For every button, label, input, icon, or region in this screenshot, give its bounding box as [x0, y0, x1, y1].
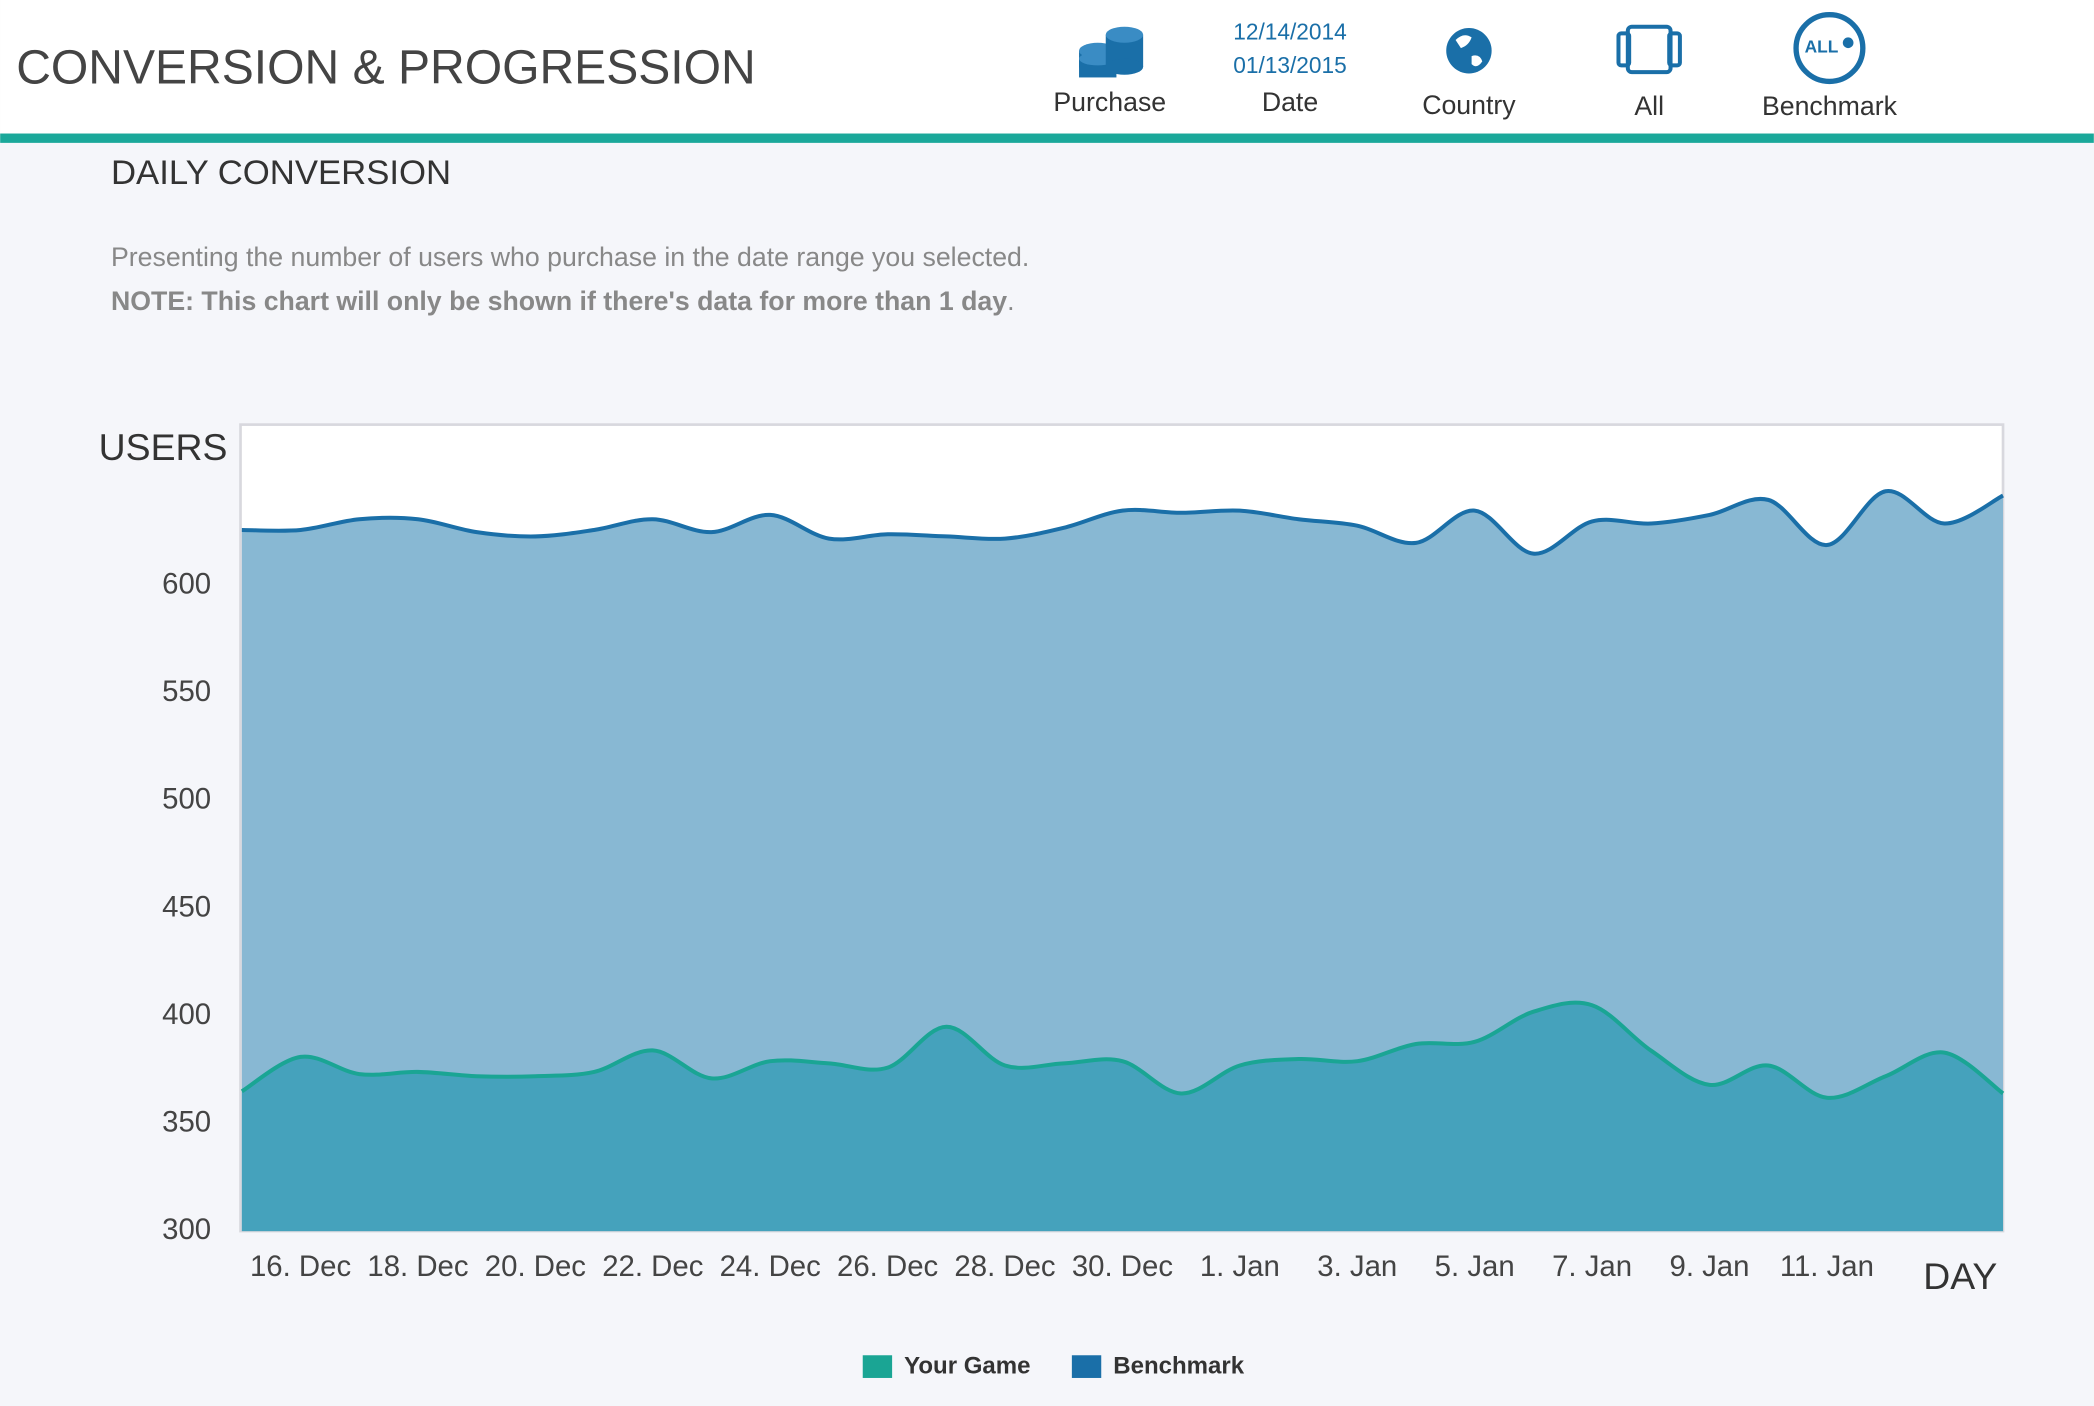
legend-label: Benchmark [1113, 1353, 1244, 1380]
benchmark-icon[interactable] [1793, 12, 1866, 85]
section-description: Presenting the number of users who purch… [111, 242, 1029, 272]
y-tick-label: 350 [162, 1105, 211, 1138]
legend-swatch [862, 1355, 893, 1378]
x-tick-label: 16. Dec [250, 1250, 351, 1283]
x-tick-label: 30. Dec [1072, 1250, 1173, 1283]
header-bar [0, 133, 2094, 143]
x-tick-label: 11. Jan [1780, 1250, 1874, 1283]
area-line [240, 1000, 2005, 1100]
y-tick-label: 400 [162, 998, 211, 1031]
area-line [241, 489, 2004, 556]
x-tick-label: 1. Jan [1200, 1250, 1280, 1283]
x-tick-label: 26. Dec [837, 1250, 938, 1283]
x-tick-label: 9. Jan [1670, 1250, 1750, 1283]
section-note: NOTE: This chart will only be shown if t… [111, 286, 1015, 316]
benchmark-icon-person [1842, 37, 1854, 49]
section-title: DAILY CONVERSION [111, 154, 451, 192]
y-tick-label: 300 [162, 1213, 211, 1246]
note-rest: . [1007, 286, 1014, 316]
note-bold: NOTE: This chart will only be shown if t… [111, 286, 1007, 316]
legend-label: Your Game [904, 1353, 1030, 1380]
legend-swatch [1071, 1355, 1102, 1378]
y-axis-label: USERS [99, 426, 228, 468]
x-tick-label: 5. Jan [1435, 1250, 1515, 1283]
date-from[interactable]: 12/14/2014 [1233, 18, 1347, 44]
x-tick-label: 28. Dec [954, 1250, 1055, 1283]
x-tick-label: 22. Dec [602, 1250, 703, 1283]
header-bg [0, 0, 2094, 135]
x-axis-label: DAY [1923, 1255, 1997, 1297]
country-label[interactable]: Country [1422, 90, 1516, 120]
x-tick-label: 3. Jan [1317, 1250, 1397, 1283]
country-icon-land [1455, 35, 1483, 67]
y-tick-label: 550 [162, 675, 211, 708]
all-label[interactable]: All [1634, 91, 1664, 121]
y-tick-label: 450 [162, 890, 211, 923]
page-title: CONVERSION & PROGRESSION [16, 40, 756, 94]
country-icon[interactable] [1446, 28, 1492, 74]
benchmark-label[interactable]: Benchmark [1762, 91, 1898, 121]
benchmark-icon-text: ALL [1805, 37, 1839, 57]
x-tick-label: 18. Dec [367, 1250, 468, 1283]
date-to[interactable]: 01/13/2015 [1233, 52, 1347, 78]
y-tick-label: 600 [162, 568, 211, 601]
x-tick-label: 20. Dec [485, 1250, 586, 1283]
x-tick-label: 7. Jan [1552, 1250, 1632, 1283]
date-label[interactable]: Date [1262, 87, 1318, 117]
purchase-label[interactable]: Purchase [1053, 87, 1166, 117]
all-icon[interactable] [1616, 24, 1682, 75]
y-tick-label: 500 [162, 783, 211, 816]
purchase-icon[interactable] [1079, 26, 1144, 78]
area-fill [241, 1002, 2004, 1232]
x-tick-label: 24. Dec [720, 1250, 821, 1283]
